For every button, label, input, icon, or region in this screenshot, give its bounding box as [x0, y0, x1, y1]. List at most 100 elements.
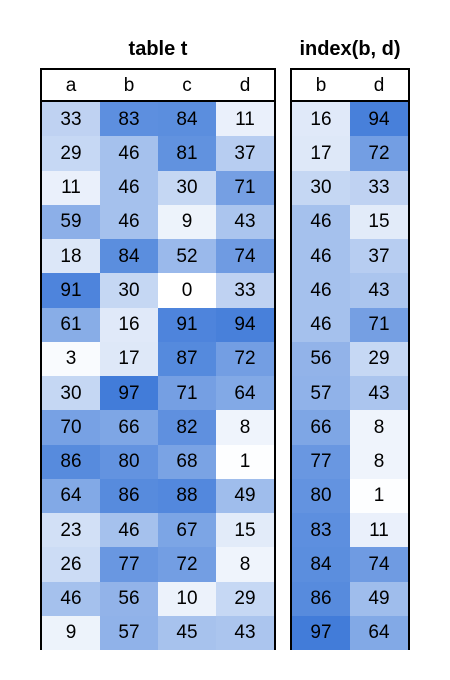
table-t-cell: 91 [42, 273, 100, 308]
table-t-cell: 18 [42, 239, 100, 274]
index-table-row: 17 72 [292, 136, 408, 171]
index-table-cell: 1 [350, 478, 408, 513]
index-table-cell: 71 [350, 307, 408, 342]
table-t-cell: 84 [158, 102, 216, 137]
table-t-row: 64 86 88 49 [42, 478, 274, 513]
index-table-cell: 43 [350, 273, 408, 308]
table-t-cell: 77 [100, 547, 158, 582]
table-t-row: 3 17 87 72 [42, 341, 274, 376]
index-table-row: 46 15 [292, 204, 408, 239]
table-t-cell: 70 [42, 410, 100, 445]
index-table-row: 30 33 [292, 170, 408, 205]
table-t-cell: 46 [100, 513, 158, 548]
table-t-row: 59 46 9 43 [42, 204, 274, 239]
table-t-cell: 83 [100, 102, 158, 137]
table-t-cell: 67 [158, 513, 216, 548]
table-t-cell: 29 [216, 581, 274, 616]
index-table-cell: 30 [292, 170, 350, 205]
index-table-cell: 56 [292, 341, 350, 376]
table-t-row: 29 46 81 37 [42, 136, 274, 171]
index-table-cell: 86 [292, 581, 350, 616]
index-table-row: 57 43 [292, 376, 408, 411]
table-t-cell: 11 [216, 102, 274, 137]
index-table-column-header: b [315, 74, 327, 96]
table-t-cell: 46 [100, 136, 158, 171]
table-t-cell: 94 [216, 307, 274, 342]
table-t-cell: 61 [42, 307, 100, 342]
table-t-title: table t [128, 38, 188, 60]
table-t-cell: 15 [216, 513, 274, 548]
index-table-title: index(b, d) [299, 38, 401, 60]
index-table-cell: 94 [350, 102, 408, 137]
index-table-cell: 46 [292, 204, 350, 239]
table-t-column-header: c [182, 74, 192, 96]
table-t-cell: 86 [100, 478, 158, 513]
table-t-cell: 64 [216, 376, 274, 411]
table-t-row: 26 77 72 8 [42, 547, 274, 582]
table-t-cell: 87 [158, 341, 216, 376]
index-table-cell: 16 [292, 102, 350, 137]
table-t-cell: 46 [100, 170, 158, 205]
table-t-row: 33 83 84 11 [42, 102, 274, 137]
index-table-cell: 57 [292, 376, 350, 411]
index-table-row: 86 49 [292, 581, 408, 616]
table-t-row: 70 66 82 8 [42, 410, 274, 445]
table-t-row: 18 84 52 74 [42, 239, 274, 274]
table-t-cell: 43 [216, 615, 274, 650]
index-table-cell: 33 [350, 170, 408, 205]
index-table-row: 46 37 [292, 239, 408, 274]
index-table-row: 83 11 [292, 513, 408, 548]
table-t-column-header: a [65, 74, 77, 96]
table-t-cell: 30 [158, 170, 216, 205]
index-table-row: 84 74 [292, 547, 408, 582]
index-table-cell: 49 [350, 581, 408, 616]
index-table-cell: 29 [350, 341, 408, 376]
index-table-cell: 46 [292, 273, 350, 308]
table-t-cell: 9 [42, 615, 100, 650]
table-t-cell: 0 [158, 273, 216, 308]
table-t-row: 61 16 91 94 [42, 307, 274, 342]
index-table-cell: 97 [292, 615, 350, 650]
index-table-cell: 72 [350, 136, 408, 171]
table-t-cell: 45 [158, 615, 216, 650]
table-t-cell: 29 [42, 136, 100, 171]
table-t-row: 91 30 0 33 [42, 273, 274, 308]
index-table-cell: 8 [350, 444, 408, 479]
index-table-row: 46 43 [292, 273, 408, 308]
index-table-cell: 46 [292, 239, 350, 274]
table-t-cell: 10 [158, 581, 216, 616]
table-t-row: 30 97 71 64 [42, 376, 274, 411]
index-table-cell: 37 [350, 239, 408, 274]
index-table-cell: 17 [292, 136, 350, 171]
index-table-column-header: d [373, 74, 385, 96]
index-table-cell: 43 [350, 376, 408, 411]
table-t-column-header: b [123, 74, 135, 96]
table-t-cell: 82 [158, 410, 216, 445]
index-table: b d 16 94 17 72 30 33 46 15 46 37 46 43 46 71 56 29 57 43 66… [290, 68, 410, 650]
index-table-cell: 66 [292, 410, 350, 445]
index-table-cell: 46 [292, 307, 350, 342]
table-t-cell: 68 [158, 444, 216, 479]
table-t-cell: 71 [158, 376, 216, 411]
table-t-cell: 37 [216, 136, 274, 171]
index-table-cell: 15 [350, 204, 408, 239]
table-t-row: 46 56 10 29 [42, 581, 274, 616]
index-table-cell: 8 [350, 410, 408, 445]
table-t-row: 11 46 30 71 [42, 170, 274, 205]
table-t-cell: 59 [42, 204, 100, 239]
table-t-cell: 56 [100, 581, 158, 616]
table-t-cell: 26 [42, 547, 100, 582]
index-table-row: 80 1 [292, 478, 408, 513]
index-table-cell: 77 [292, 444, 350, 479]
table-t-cell: 11 [42, 170, 100, 205]
table-t-cell: 74 [216, 239, 274, 274]
table-t-cell: 72 [158, 547, 216, 582]
table-t-cell: 81 [158, 136, 216, 171]
index-table-cell: 74 [350, 547, 408, 582]
table-t-cell: 8 [216, 547, 274, 582]
table-t-cell: 30 [42, 376, 100, 411]
table-t-cell: 66 [100, 410, 158, 445]
table-t-cell: 9 [158, 204, 216, 239]
table-t-cell: 16 [100, 307, 158, 342]
